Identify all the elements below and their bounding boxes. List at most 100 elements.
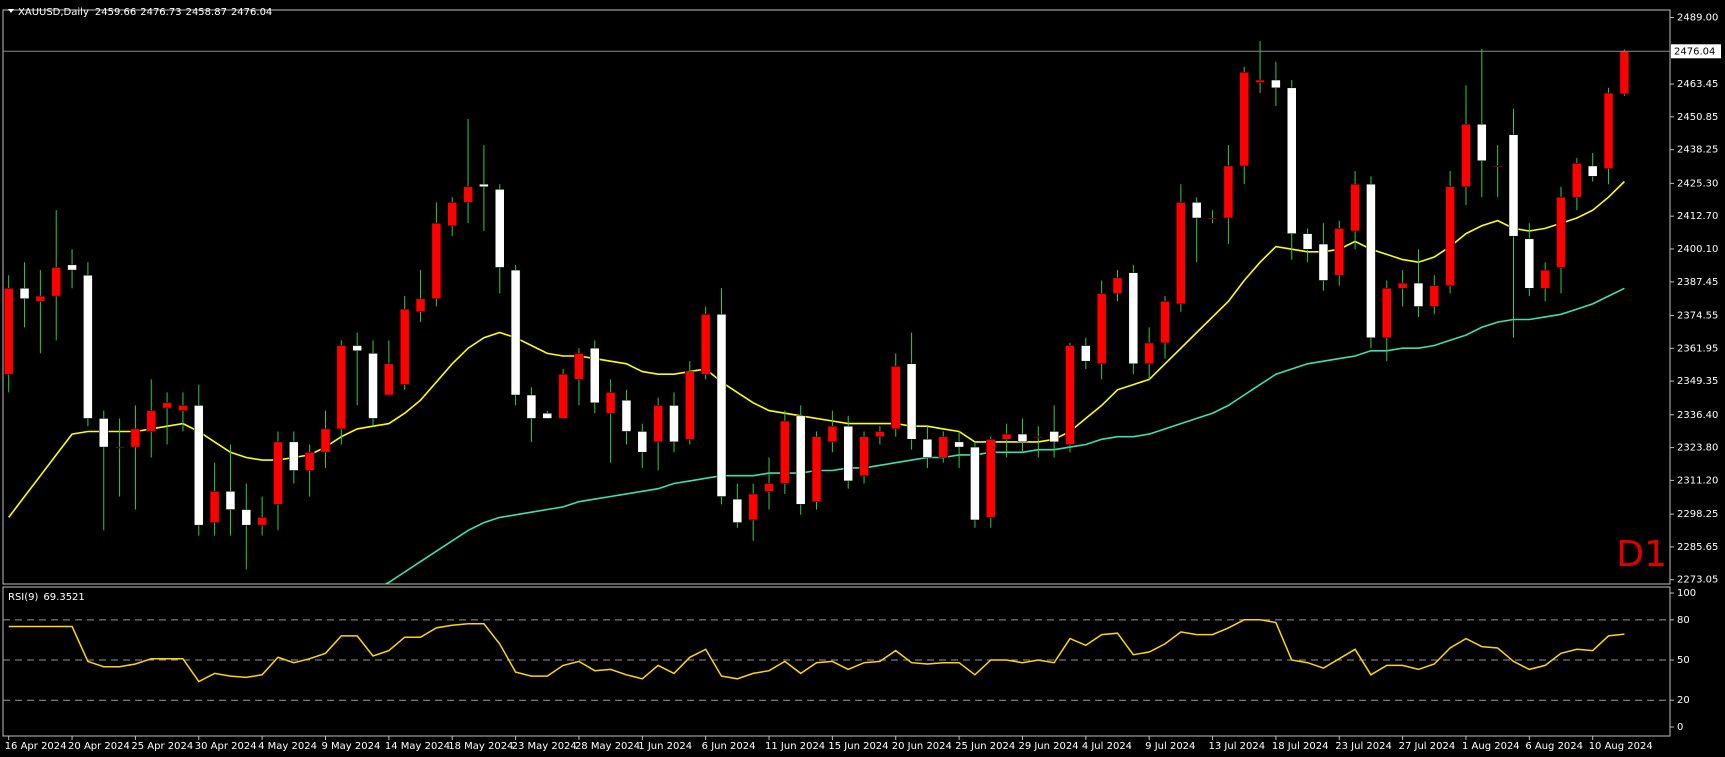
candle-body	[700, 314, 711, 375]
candle-body	[1603, 92, 1614, 169]
x-tick-label: 20 Jun 2024	[892, 741, 952, 752]
candle-body	[114, 446, 125, 449]
rsi-header: RSI(9) 69.3521	[8, 592, 85, 603]
candle-body	[1112, 277, 1123, 294]
candle-body	[1587, 165, 1598, 177]
candle-body	[890, 366, 901, 430]
candle-body	[1366, 183, 1376, 338]
candle-body	[827, 425, 838, 443]
x-tick-label: 30 Apr 2024	[195, 741, 257, 752]
x-tick-label: 4 May 2024	[258, 741, 317, 752]
candle-body	[780, 420, 790, 484]
rsi-panel-border	[2, 586, 1671, 737]
price-panel-border	[2, 9, 1671, 585]
candle-body	[19, 288, 30, 299]
candle-body	[970, 446, 980, 521]
candle-body	[431, 222, 442, 299]
rsi-title: RSI(9)	[8, 592, 39, 603]
x-tick-label: 29 Jun 2024	[1018, 741, 1078, 752]
candle-body	[3, 288, 14, 375]
candle-body	[1302, 233, 1313, 250]
timeframe-label: D1	[1616, 534, 1667, 575]
candle-body	[1144, 342, 1154, 365]
candle-body	[1001, 433, 1012, 440]
candle-body	[637, 431, 648, 453]
y-tick-label: 100	[1677, 588, 1696, 599]
candle-body	[479, 183, 489, 188]
candle-body	[1033, 436, 1044, 438]
candle-body	[811, 436, 822, 502]
candle-body	[1350, 183, 1360, 232]
candle-body	[415, 298, 426, 312]
candle-body	[384, 363, 394, 396]
x-tick-label: 23 Jul 2024	[1335, 741, 1392, 752]
candle-body	[273, 441, 283, 505]
current-price-box	[1671, 44, 1721, 59]
candle-body	[51, 267, 61, 297]
y-tick-label: 2438.25	[1677, 145, 1718, 156]
candle-body	[67, 264, 77, 271]
current-price-label: 2476.04	[1674, 46, 1715, 57]
candle-body	[209, 491, 220, 523]
candle-body	[194, 405, 204, 526]
price-plot	[3, 40, 1630, 584]
y-tick-label: 2273.05	[1677, 575, 1718, 586]
candle-body	[146, 410, 157, 432]
y-tick-label: 80	[1677, 615, 1690, 626]
last-high: 2476.73	[140, 7, 181, 18]
candle-body	[1524, 238, 1535, 289]
x-tick-label: 9 Jul 2024	[1145, 741, 1195, 752]
candle-body	[1286, 87, 1297, 234]
candle-body	[1081, 345, 1091, 362]
y-tick-label: 50	[1677, 655, 1690, 666]
candle-body	[241, 509, 252, 526]
rsi-last: 69.3521	[43, 592, 84, 603]
candle-body	[1096, 293, 1107, 365]
candle-body	[716, 314, 727, 497]
candle-body	[399, 308, 410, 385]
y-tick-label: 2361.95	[1677, 343, 1718, 354]
candle-body	[764, 483, 774, 492]
candle-body	[621, 399, 632, 432]
x-tick-label: 13 Jul 2024	[1209, 741, 1266, 752]
x-tick-label: 16 Apr 2024	[5, 741, 67, 752]
candle-body	[1461, 124, 1471, 188]
y-tick-label: 0	[1677, 722, 1683, 733]
candle-body	[954, 441, 964, 448]
candle-body	[1128, 272, 1139, 365]
candle-body	[732, 498, 743, 523]
candle-body	[1477, 124, 1487, 161]
candle-body	[1508, 134, 1519, 237]
candle-body	[1223, 165, 1234, 219]
candle-body	[906, 363, 917, 440]
candle-body	[669, 405, 679, 443]
x-tick-label: 11 Jun 2024	[765, 741, 825, 752]
candle-body	[1445, 186, 1455, 286]
candle-body	[1160, 301, 1170, 344]
x-tick-label: 1 Aug 2024	[1462, 741, 1520, 752]
y-tick-label: 2412.70	[1677, 211, 1718, 222]
candle-body	[859, 436, 869, 476]
candle-body	[685, 371, 695, 440]
y-tick-label: 2285.65	[1677, 542, 1718, 553]
x-tick-label: 18 Jul 2024	[1272, 741, 1329, 752]
last-close: 2476.04	[231, 7, 272, 18]
candle-body	[1271, 79, 1281, 89]
candle-body	[1207, 217, 1218, 220]
candle-body	[83, 275, 93, 419]
candle-body	[653, 405, 663, 443]
last-low: 2458.87	[186, 7, 227, 18]
x-tick-label: 25 Apr 2024	[131, 741, 193, 752]
candle-body	[1334, 228, 1345, 276]
candle-body	[1572, 163, 1582, 198]
candle-body	[98, 418, 109, 448]
candle-body	[1556, 196, 1566, 268]
candle-body	[795, 415, 806, 505]
candle-body	[178, 405, 188, 411]
y-tick-label: 2374.55	[1677, 310, 1718, 321]
candle-body	[162, 402, 172, 409]
candle-body	[463, 186, 473, 203]
candle-body	[1397, 282, 1408, 289]
candle-body	[1318, 243, 1329, 281]
last-open: 2459.66	[95, 7, 136, 18]
